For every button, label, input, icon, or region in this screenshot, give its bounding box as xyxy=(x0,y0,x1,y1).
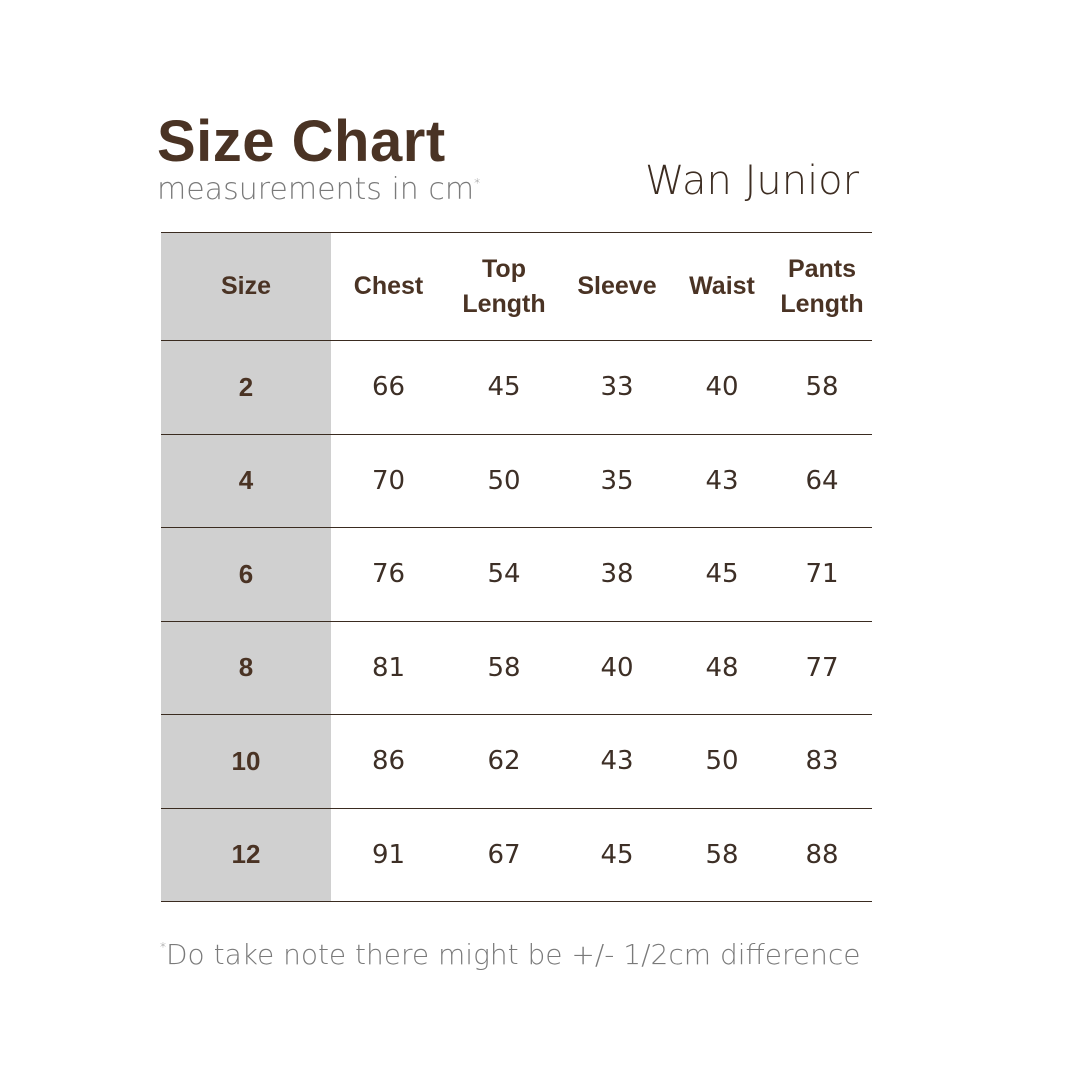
measurement-cell: 38 xyxy=(562,527,672,621)
table-row: 10 86 62 43 50 83 xyxy=(161,714,872,808)
asterisk: * xyxy=(474,176,481,190)
measurement-cell: 45 xyxy=(672,527,772,621)
measurement-cell: 58 xyxy=(446,620,562,715)
table-row: 6 76 54 38 45 71 xyxy=(161,527,872,621)
column-header: Pants Length xyxy=(772,232,872,341)
table-body: 2 66 45 33 40 58 4 70 50 35 43 64 6 76 54 38 45 71 8 81 58 40… xyxy=(161,340,872,902)
size-cell: 12 xyxy=(161,807,331,902)
column-header: Top Length xyxy=(446,232,562,341)
measurement-cell: 43 xyxy=(672,433,772,528)
table-row: 2 66 45 33 40 58 xyxy=(161,340,872,434)
measurement-cell: 35 xyxy=(562,433,672,528)
column-header: Chest xyxy=(331,232,446,341)
header-row: Size Chest Top Length Sleeve Waist Pants Length xyxy=(161,232,872,341)
table-row: 12 91 67 45 58 88 xyxy=(161,807,872,902)
measurement-cell: 77 xyxy=(772,620,872,715)
measurement-cell: 45 xyxy=(446,340,562,434)
measurement-cell: 81 xyxy=(331,620,446,715)
measurement-cell: 58 xyxy=(672,807,772,902)
measurement-cell: 40 xyxy=(672,340,772,434)
measurement-cell: 76 xyxy=(331,527,446,621)
footnote-text: Do take note there might be +/- 1/2cm di… xyxy=(166,938,861,971)
measurement-cell: 83 xyxy=(772,714,872,808)
size-cell: 2 xyxy=(161,340,331,434)
footnote: *Do take note there might be +/- 1/2cm d… xyxy=(160,938,861,971)
measurement-cell: 45 xyxy=(562,807,672,902)
column-header: Sleeve xyxy=(562,232,672,341)
measurement-cell: 48 xyxy=(672,620,772,715)
size-cell: 4 xyxy=(161,433,331,528)
size-cell: 10 xyxy=(161,714,331,808)
subtitle: measurements in cm* xyxy=(157,172,480,207)
measurement-cell: 43 xyxy=(562,714,672,808)
measurement-cell: 71 xyxy=(772,527,872,621)
size-cell: 6 xyxy=(161,527,331,621)
measurement-cell: 86 xyxy=(331,714,446,808)
brand-name: Wan Junior xyxy=(645,158,860,204)
measurement-cell: 88 xyxy=(772,807,872,902)
subtitle-text: measurements in cm xyxy=(157,172,475,207)
measurement-cell: 62 xyxy=(446,714,562,808)
measurement-cell: 50 xyxy=(672,714,772,808)
table-row: 4 70 50 35 43 64 xyxy=(161,433,872,528)
column-header: Waist xyxy=(672,232,772,341)
table-row: 8 81 58 40 48 77 xyxy=(161,620,872,715)
column-header: Size xyxy=(161,232,331,341)
measurement-cell: 33 xyxy=(562,340,672,434)
measurement-cell: 70 xyxy=(331,433,446,528)
measurement-cell: 40 xyxy=(562,620,672,715)
page-title: Size Chart xyxy=(157,109,446,174)
measurement-cell: 64 xyxy=(772,433,872,528)
measurement-cell: 50 xyxy=(446,433,562,528)
asterisk: * xyxy=(160,940,166,954)
size-cell: 8 xyxy=(161,620,331,715)
measurement-cell: 54 xyxy=(446,527,562,621)
measurement-cell: 67 xyxy=(446,807,562,902)
measurement-cell: 66 xyxy=(331,340,446,434)
measurement-cell: 58 xyxy=(772,340,872,434)
size-table: Size Chest Top Length Sleeve Waist Pants Length… xyxy=(161,232,872,902)
measurement-cell: 91 xyxy=(331,807,446,902)
